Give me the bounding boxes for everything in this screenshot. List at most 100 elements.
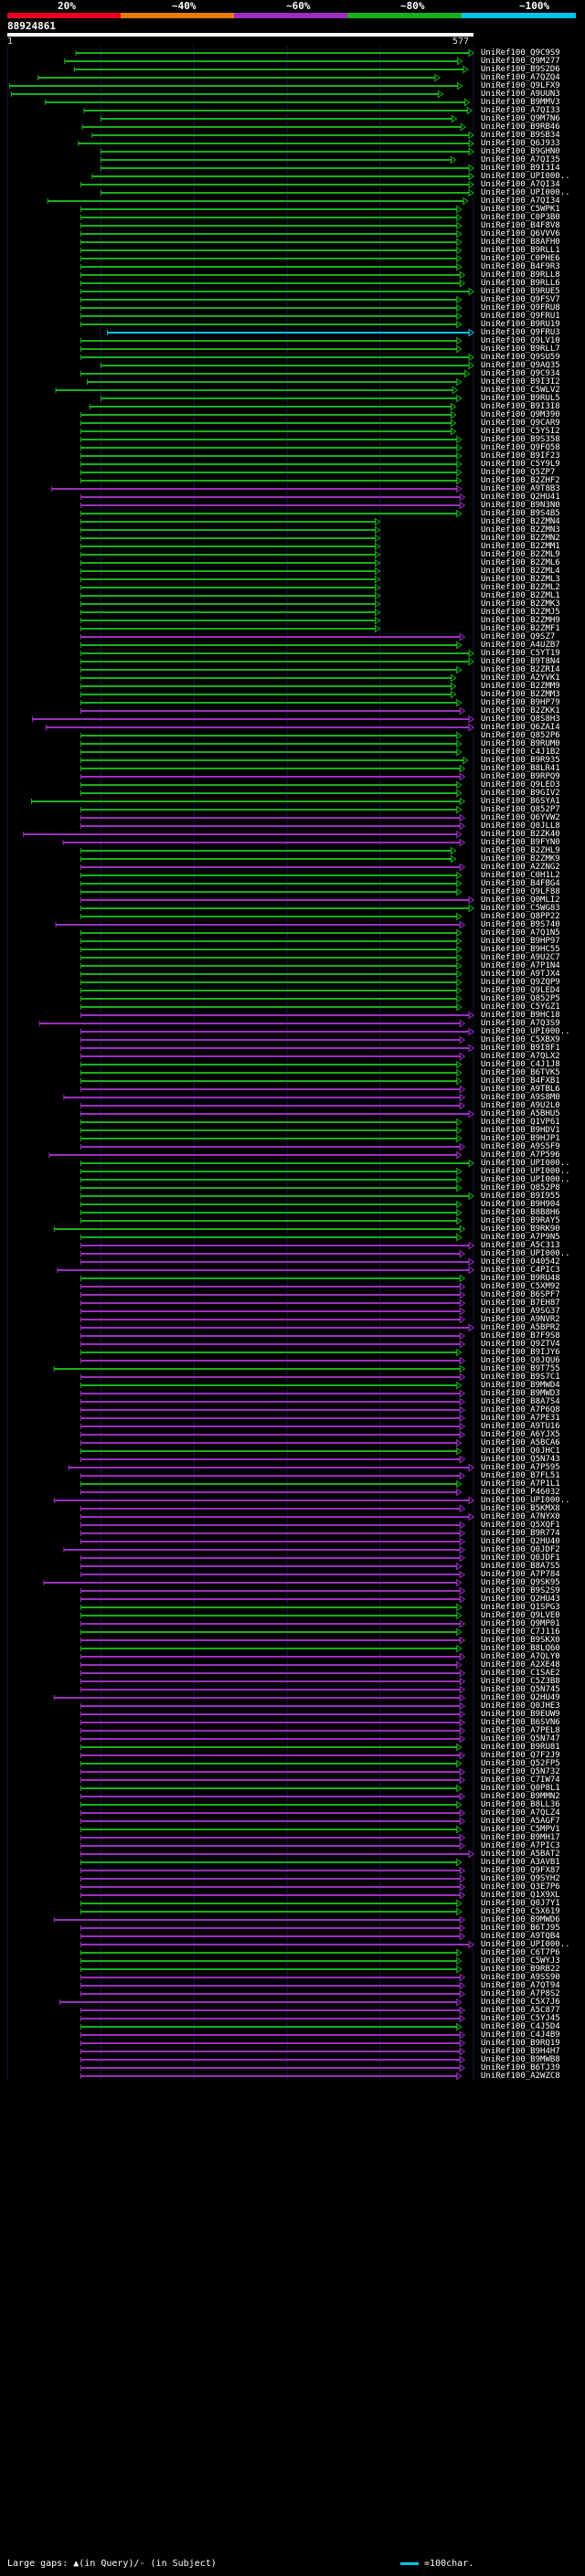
hit-label[interactable]: UniRef100_Q9MP01	[481, 1619, 560, 1628]
hit-label[interactable]: UniRef100_A7P595	[481, 1463, 560, 1472]
hit-label[interactable]: UniRef100_B2ZML1	[481, 591, 560, 600]
hit-row[interactable]	[80, 1685, 466, 1694]
hit-row[interactable]	[80, 320, 463, 329]
hit-row[interactable]	[80, 1562, 463, 1571]
hit-label[interactable]: UniRef100_A9U2L0	[481, 1101, 560, 1110]
hit-label[interactable]: UniRef100_B9RQ19	[481, 2039, 560, 2048]
hit-label[interactable]: UniRef100_B9HC18	[481, 1011, 560, 1020]
hit-label[interactable]: UniRef100_B2ZMM1	[481, 542, 560, 551]
hit-label[interactable]: UniRef100_B8AFH0	[481, 238, 560, 247]
hit-label[interactable]: UniRef100_Q0JHE3	[481, 1701, 560, 1711]
hit-label[interactable]: UniRef100_B2ZML2	[481, 583, 560, 592]
hit-row[interactable]	[80, 896, 474, 905]
hit-row[interactable]	[80, 1776, 466, 1785]
hit-label[interactable]: UniRef100_B2ZMK3	[481, 599, 560, 609]
hit-label[interactable]: UniRef100_A6YJX5	[481, 1430, 560, 1439]
hit-row[interactable]	[80, 493, 466, 502]
hit-row[interactable]	[80, 468, 463, 477]
hit-label[interactable]: UniRef100_A9SG37	[481, 1307, 560, 1316]
hit-label[interactable]: UniRef100_B4F9R3	[481, 262, 560, 271]
hit-label[interactable]: UniRef100_UPI000..	[481, 172, 570, 181]
hit-label[interactable]: UniRef100_A7QLY0	[481, 1652, 560, 1661]
hit-row[interactable]	[80, 1307, 466, 1316]
hit-row[interactable]	[80, 1381, 463, 1390]
hit-row[interactable]	[80, 1521, 466, 1530]
hit-row[interactable]	[80, 1710, 466, 1719]
hit-label[interactable]: UniRef100_Q9LF88	[481, 887, 560, 896]
hit-label[interactable]: UniRef100_B2ZMJ5	[481, 608, 560, 617]
hit-label[interactable]: UniRef100_B4FBG4	[481, 879, 560, 888]
hit-label[interactable]: UniRef100_UPI000..	[481, 1167, 570, 1176]
hit-label[interactable]: UniRef100_A5BCA6	[481, 1438, 560, 1447]
hit-label[interactable]: UniRef100_B8A7S5	[481, 1562, 560, 1571]
hit-label[interactable]: UniRef100_A9UUN3	[481, 90, 560, 99]
hit-label[interactable]: UniRef100_Q0JHC1	[481, 1447, 560, 1456]
hit-label[interactable]: UniRef100_B9HDV1	[481, 1126, 560, 1135]
hit-row[interactable]	[80, 1603, 463, 1612]
hit-label[interactable]: UniRef100_B9I8F1	[481, 1044, 560, 1053]
hit-label[interactable]: UniRef100_B2ZMN2	[481, 534, 560, 543]
hit-row[interactable]	[80, 739, 463, 748]
hit-row[interactable]	[48, 1150, 463, 1160]
hit-row[interactable]	[10, 90, 444, 99]
hit-row[interactable]	[80, 517, 381, 526]
hit-label[interactable]: UniRef100_B9H4H7	[481, 2047, 560, 2056]
hit-row[interactable]	[80, 1052, 466, 1061]
hit-row[interactable]	[80, 229, 463, 239]
hit-label[interactable]: UniRef100_A5AGF7	[481, 1817, 560, 1826]
hit-row[interactable]	[80, 1537, 466, 1546]
hit-row[interactable]	[80, 599, 381, 609]
hit-label[interactable]: UniRef100_A7NYX0	[481, 1512, 560, 1521]
hit-label[interactable]: UniRef100_Q52FP5	[481, 1759, 560, 1768]
hit-label[interactable]: UniRef100_A7P1N4	[481, 961, 560, 970]
hit-row[interactable]	[80, 460, 463, 469]
hit-label[interactable]: UniRef100_B9I3I4	[481, 164, 560, 173]
hit-row[interactable]	[80, 937, 463, 946]
hit-row[interactable]	[80, 1817, 466, 1826]
hit-row[interactable]	[58, 1998, 463, 2007]
hit-row[interactable]	[80, 443, 463, 452]
hit-row[interactable]	[80, 706, 466, 716]
hit-label[interactable]: UniRef100_B9RLL7	[481, 345, 560, 354]
hit-label[interactable]: UniRef100_B9FYN0	[481, 838, 560, 847]
hit-row[interactable]	[80, 1973, 466, 1982]
hit-row[interactable]	[23, 830, 463, 839]
hit-label[interactable]: UniRef100_B2ZMM9	[481, 682, 560, 691]
hit-row[interactable]	[80, 1767, 466, 1776]
hit-label[interactable]: UniRef100_UPI000..	[481, 1159, 570, 1168]
hit-row[interactable]	[80, 1134, 463, 1143]
hit-label[interactable]: UniRef100_A9TBL6	[481, 1085, 560, 1094]
hit-row[interactable]	[80, 427, 457, 436]
hit-row[interactable]	[80, 1924, 466, 1933]
hit-label[interactable]: UniRef100_C4J1J8	[481, 1060, 560, 1069]
hit-row[interactable]	[80, 1340, 466, 1349]
hit-row[interactable]	[80, 863, 466, 872]
hit-row[interactable]	[80, 1447, 463, 1456]
hit-label[interactable]: UniRef100_Q9AQ35	[481, 361, 560, 370]
hit-label[interactable]: UniRef100_C4J1B2	[481, 747, 560, 757]
hit-row[interactable]	[80, 1759, 463, 1768]
hit-row[interactable]	[80, 1068, 463, 1077]
hit-row[interactable]	[80, 1866, 466, 1875]
hit-row[interactable]	[80, 591, 381, 600]
hit-label[interactable]: UniRef100_B2ZMN3	[481, 525, 560, 535]
hit-row[interactable]	[45, 723, 474, 732]
hit-row[interactable]	[91, 172, 474, 181]
hit-label[interactable]: UniRef100_Q9LED3	[481, 780, 560, 790]
hit-label[interactable]: UniRef100_B9RLL1	[481, 246, 560, 255]
hit-label[interactable]: UniRef100_B9GHN0	[481, 147, 560, 156]
hit-label[interactable]: UniRef100_A9TU16	[481, 1422, 560, 1431]
hit-row[interactable]	[80, 1488, 463, 1497]
hit-row[interactable]	[80, 1233, 463, 1242]
hit-label[interactable]: UniRef100_Q1SPG3	[481, 1603, 560, 1612]
hit-row[interactable]	[80, 180, 474, 189]
hit-row[interactable]	[80, 1512, 474, 1521]
hit-row[interactable]	[87, 377, 463, 387]
hit-label[interactable]: UniRef100_C5YJ45	[481, 2014, 560, 2023]
hit-row[interactable]	[80, 1660, 463, 1670]
hit-row[interactable]	[80, 1701, 466, 1711]
hit-label[interactable]: UniRef100_A3AVB1	[481, 1858, 560, 1867]
hit-label[interactable]: UniRef100_B2ZML4	[481, 567, 560, 576]
hit-label[interactable]: UniRef100_B4FXB1	[481, 1076, 560, 1086]
hit-row[interactable]	[80, 904, 474, 913]
